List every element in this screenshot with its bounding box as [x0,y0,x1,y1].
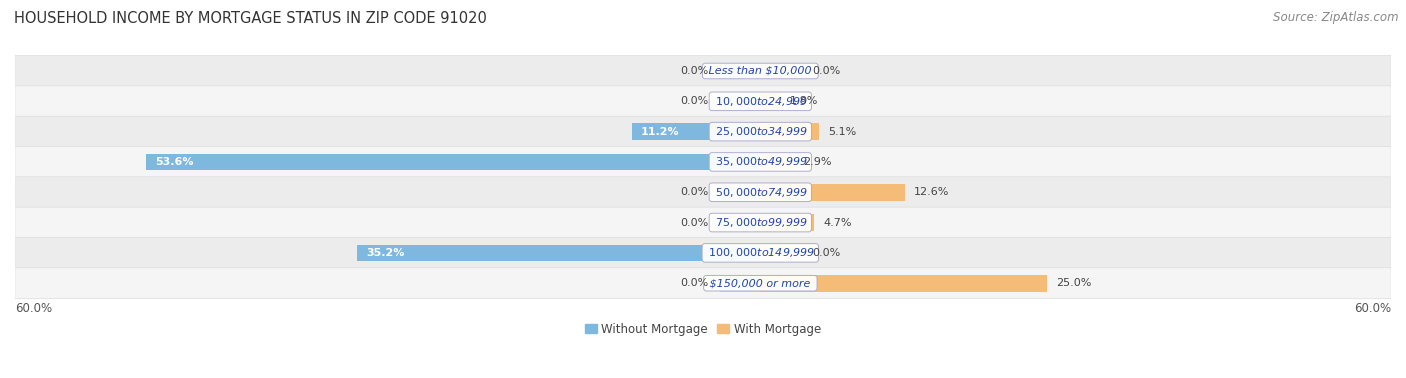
Text: 35.2%: 35.2% [366,248,405,258]
Bar [146,153,761,170]
Bar [761,123,818,140]
Text: $100,000 to $149,999: $100,000 to $149,999 [704,246,815,259]
Text: 1.8%: 1.8% [790,96,818,106]
Text: $50,000 to $74,999: $50,000 to $74,999 [711,186,808,199]
Text: 0.0%: 0.0% [681,66,709,76]
Bar [761,153,793,170]
Text: $35,000 to $49,999: $35,000 to $49,999 [711,155,808,169]
Text: 4.7%: 4.7% [824,218,852,228]
Text: 12.6%: 12.6% [914,187,949,197]
Legend: Without Mortgage, With Mortgage: Without Mortgage, With Mortgage [581,318,825,340]
Text: $10,000 to $24,999: $10,000 to $24,999 [711,95,808,108]
Text: 60.0%: 60.0% [1354,302,1391,315]
Text: 11.2%: 11.2% [641,127,679,136]
Bar [720,184,761,201]
FancyBboxPatch shape [15,237,1391,268]
Text: 0.0%: 0.0% [811,66,841,76]
FancyBboxPatch shape [15,268,1391,299]
Text: HOUSEHOLD INCOME BY MORTGAGE STATUS IN ZIP CODE 91020: HOUSEHOLD INCOME BY MORTGAGE STATUS IN Z… [14,11,486,26]
Text: 0.0%: 0.0% [681,278,709,288]
FancyBboxPatch shape [15,86,1391,117]
Bar [761,93,780,110]
Text: 53.6%: 53.6% [155,157,194,167]
Text: 0.0%: 0.0% [681,96,709,106]
Bar [761,184,905,201]
FancyBboxPatch shape [15,116,1391,147]
Text: 60.0%: 60.0% [15,302,52,315]
Text: 0.0%: 0.0% [681,187,709,197]
Text: $150,000 or more: $150,000 or more [706,278,814,288]
Bar [720,214,761,231]
Bar [631,123,761,140]
FancyBboxPatch shape [15,56,1391,87]
Bar [720,93,761,110]
Text: 2.9%: 2.9% [803,157,831,167]
Text: 0.0%: 0.0% [811,248,841,258]
Bar [761,63,800,79]
Text: 0.0%: 0.0% [681,218,709,228]
FancyBboxPatch shape [15,147,1391,177]
Text: Source: ZipAtlas.com: Source: ZipAtlas.com [1274,11,1399,24]
Text: Less than $10,000: Less than $10,000 [706,66,815,76]
Bar [720,275,761,291]
Text: 25.0%: 25.0% [1056,278,1091,288]
Text: $75,000 to $99,999: $75,000 to $99,999 [711,216,808,229]
FancyBboxPatch shape [15,177,1391,208]
Text: 5.1%: 5.1% [828,127,856,136]
Bar [720,63,761,79]
Bar [761,245,800,261]
FancyBboxPatch shape [15,207,1391,238]
Bar [357,245,761,261]
Text: $25,000 to $34,999: $25,000 to $34,999 [711,125,808,138]
Bar [761,275,1047,291]
Bar [761,214,814,231]
